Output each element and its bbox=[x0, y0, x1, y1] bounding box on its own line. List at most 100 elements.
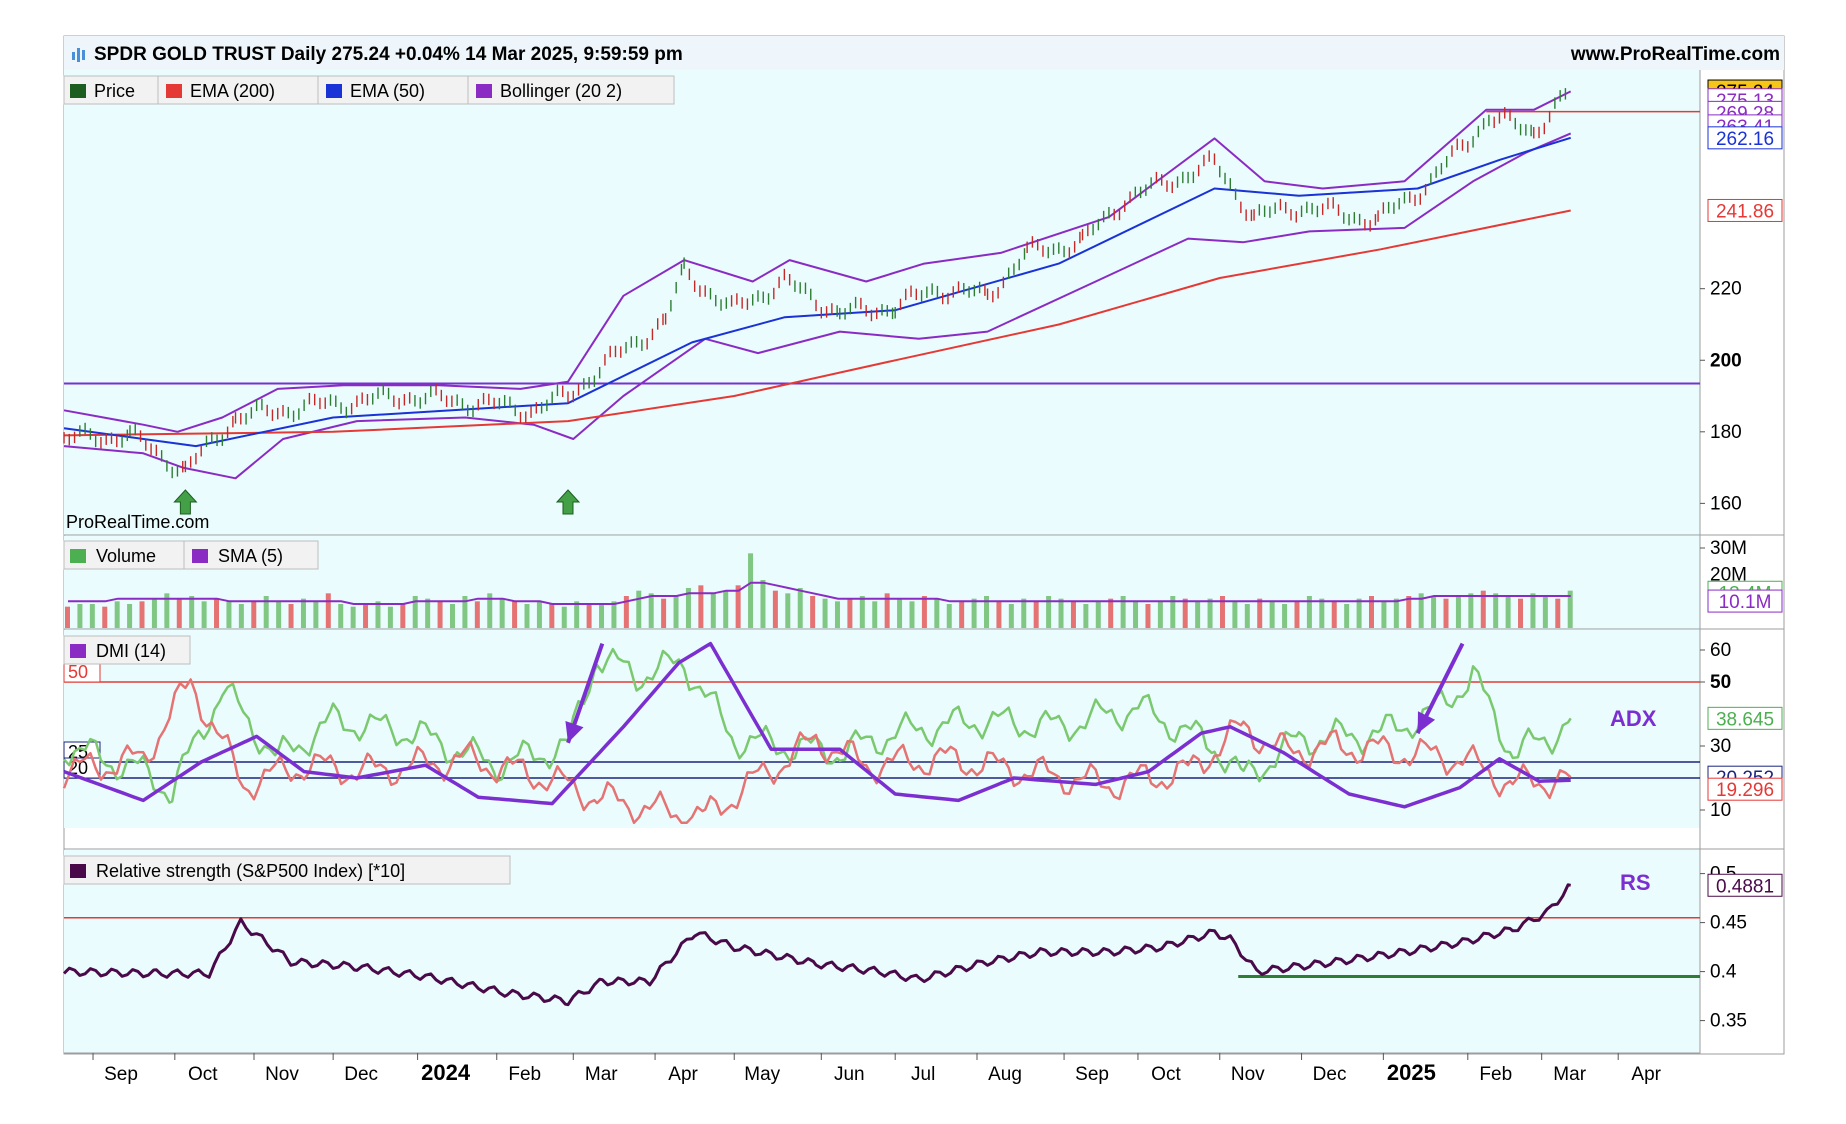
legend-swatch-ema200 bbox=[166, 84, 182, 98]
dmi-tick-label: 10 bbox=[1710, 800, 1731, 821]
volume-bar bbox=[1455, 596, 1461, 628]
x-tick-label: Apr bbox=[668, 1064, 698, 1085]
volume-bar bbox=[599, 604, 605, 628]
volume-bar bbox=[114, 601, 120, 628]
volume-bar bbox=[1269, 601, 1275, 628]
dmi-tick-label: 50 bbox=[1710, 672, 1731, 693]
legend-swatch-price bbox=[70, 84, 86, 98]
volume-bar bbox=[499, 598, 505, 628]
dmi-tick-label: 60 bbox=[1710, 640, 1731, 661]
chart-header: SPDR GOLD TRUST Daily 275.24 +0.04% 14 M… bbox=[64, 36, 1784, 70]
x-tick-label: Mar bbox=[585, 1064, 618, 1085]
volume-bar bbox=[449, 604, 455, 628]
volume-bar bbox=[1219, 596, 1225, 628]
volume-bar bbox=[400, 604, 406, 628]
x-tick-label: Feb bbox=[508, 1064, 541, 1085]
volume-bar bbox=[288, 604, 294, 628]
volume-bar bbox=[1120, 596, 1126, 628]
volume-bar bbox=[189, 596, 195, 628]
volume-bar bbox=[462, 596, 468, 628]
volume-bar bbox=[139, 601, 145, 628]
candles-icon bbox=[72, 48, 85, 62]
volume-bar bbox=[1070, 601, 1076, 628]
volume-panel bbox=[64, 536, 1700, 629]
rs-tick-label: 0.45 bbox=[1710, 913, 1747, 934]
volume-bar bbox=[574, 601, 580, 628]
volume-bar bbox=[263, 596, 269, 628]
volume-plot: 30M20M13.4M10.1M bbox=[65, 538, 1783, 628]
volume-bar bbox=[1046, 596, 1052, 628]
volume-bar bbox=[313, 601, 319, 628]
volume-bar bbox=[909, 601, 915, 628]
volume-bar bbox=[1058, 598, 1064, 628]
volume-bar bbox=[1182, 598, 1188, 628]
volume-bar bbox=[325, 593, 331, 628]
volume-bar bbox=[834, 601, 840, 628]
volume-bar bbox=[1133, 601, 1139, 628]
volume-bar bbox=[487, 593, 493, 628]
volume-bar bbox=[797, 588, 803, 628]
volume-bar bbox=[387, 606, 393, 628]
legend-swatch-sma bbox=[192, 549, 208, 563]
legend-rs: Relative strength (S&P500 Index) [*10] bbox=[96, 861, 405, 881]
volume-bar bbox=[226, 601, 232, 628]
volume-bar bbox=[934, 598, 940, 628]
volume-bar bbox=[723, 590, 729, 628]
volume-bar bbox=[1195, 601, 1201, 628]
price-value-label: 262.16 bbox=[1716, 129, 1774, 150]
volume-bar bbox=[921, 596, 927, 628]
annotation-arrow-head bbox=[565, 720, 584, 743]
volume-bar bbox=[1008, 604, 1014, 628]
rs-tick-label: 0.35 bbox=[1710, 1011, 1747, 1032]
legend-dmi: DMI (14) bbox=[96, 641, 166, 661]
up-arrow-icon bbox=[555, 489, 581, 515]
volume-bar bbox=[425, 598, 431, 628]
volume-bar bbox=[996, 601, 1002, 628]
x-tick-label: Oct bbox=[1151, 1064, 1181, 1085]
volume-bar bbox=[375, 601, 381, 628]
volume-bar bbox=[1157, 601, 1163, 628]
volume-sma-line bbox=[68, 581, 1571, 605]
price-value-box bbox=[1707, 198, 1783, 222]
rs-tick-label: 0.4 bbox=[1710, 962, 1737, 983]
volume-bar bbox=[822, 598, 828, 628]
volume-bar bbox=[474, 601, 480, 628]
x-tick-label: Sep bbox=[104, 1064, 138, 1085]
volume-bar bbox=[1555, 598, 1561, 628]
volume-bar bbox=[710, 593, 716, 628]
volume-bar bbox=[1356, 598, 1362, 628]
price-tick-label: 160 bbox=[1710, 493, 1742, 514]
price-value-label: 241.86 bbox=[1716, 201, 1774, 222]
volume-bar bbox=[959, 601, 965, 628]
volume-bar bbox=[897, 598, 903, 628]
dmi-value-box bbox=[1707, 777, 1783, 801]
volume-bar bbox=[946, 604, 952, 628]
x-tick-label: Apr bbox=[1631, 1064, 1661, 1085]
rs-value-label: 0.4881 bbox=[1716, 876, 1774, 897]
volume-bar bbox=[1207, 598, 1213, 628]
volume-bar bbox=[1021, 598, 1027, 628]
volume-bar bbox=[1480, 590, 1486, 628]
x-tick-label: Dec bbox=[344, 1064, 378, 1085]
volume-bar bbox=[561, 606, 567, 628]
volume-bar bbox=[1393, 598, 1399, 628]
volume-bar bbox=[1542, 596, 1548, 628]
volume-legend: Volume SMA (5) bbox=[63, 540, 319, 570]
volume-bar bbox=[984, 596, 990, 628]
price-value-box bbox=[1707, 126, 1783, 150]
chart-title: SPDR GOLD TRUST Daily 275.24 +0.04% 14 M… bbox=[94, 44, 683, 65]
volume-bar bbox=[847, 598, 853, 628]
volume-bar bbox=[164, 593, 170, 628]
legend-ema200: EMA (200) bbox=[190, 81, 275, 101]
price-legend: Price EMA (200) EMA (50) Bollinger (20 2… bbox=[63, 75, 675, 105]
x-tick-label: Nov bbox=[1231, 1064, 1265, 1085]
legend-price: Price bbox=[94, 81, 135, 101]
legend-swatch-ema50 bbox=[326, 84, 342, 98]
volume-bar bbox=[1282, 604, 1288, 628]
price-panel bbox=[64, 70, 1700, 535]
legend-ema50: EMA (50) bbox=[350, 81, 425, 101]
adx-annotation: ADX bbox=[1610, 706, 1657, 731]
volume-bar bbox=[350, 606, 356, 628]
volume-bar bbox=[661, 598, 667, 628]
